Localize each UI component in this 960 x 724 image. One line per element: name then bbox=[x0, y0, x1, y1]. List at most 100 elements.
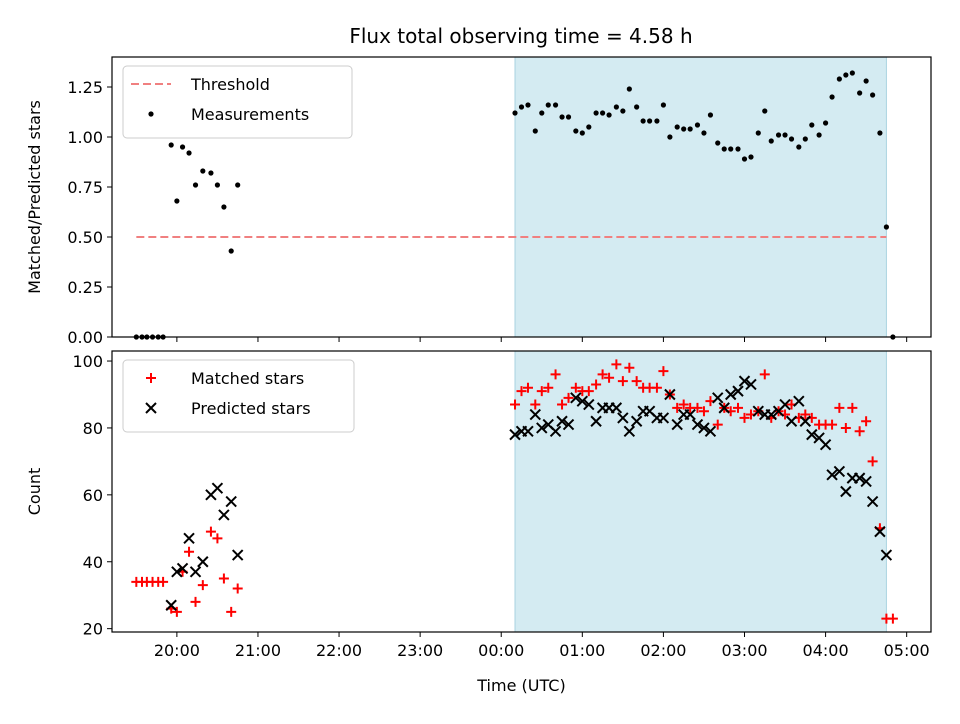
matched-stars-point bbox=[583, 386, 594, 397]
measurement-point bbox=[788, 136, 795, 142]
measurement-point bbox=[559, 114, 565, 120]
predicted-stars-point bbox=[712, 392, 724, 404]
predicted-stars-point bbox=[671, 418, 683, 431]
y-tick-label: 40 bbox=[83, 553, 103, 572]
measurement-point bbox=[552, 102, 559, 108]
predicted-stars-point bbox=[860, 475, 872, 488]
legend-label: Predicted stars bbox=[191, 399, 311, 418]
matched-stars-point bbox=[733, 402, 744, 413]
matched-stars-point bbox=[190, 596, 201, 607]
matched-stars-point bbox=[739, 412, 750, 423]
x-tick-label: 01:00 bbox=[559, 641, 605, 660]
predicted-stars-point bbox=[183, 532, 195, 545]
matched-stars-point bbox=[672, 402, 683, 413]
axes-frame bbox=[111, 56, 932, 338]
matched-stars-point bbox=[651, 382, 662, 393]
predicted-stars-point bbox=[630, 415, 643, 427]
y-tick-label: 100 bbox=[72, 352, 103, 371]
predicted-stars-point bbox=[704, 425, 717, 437]
predicted-stars-point bbox=[698, 422, 710, 434]
predicted-stars-point bbox=[549, 425, 562, 437]
measurement-point bbox=[857, 90, 863, 96]
predicted-stars-point bbox=[799, 415, 812, 427]
matched-stars-point bbox=[604, 372, 615, 383]
matched-stars-point bbox=[800, 409, 811, 420]
matched-stars-point bbox=[536, 386, 547, 397]
measurement-point bbox=[768, 138, 774, 144]
matched-stars-point bbox=[658, 366, 669, 377]
predicted-stars-point bbox=[745, 378, 757, 391]
series-dot bbox=[133, 70, 896, 340]
measurement-point bbox=[687, 126, 693, 132]
predicted-stars-point bbox=[866, 495, 879, 508]
matched-stars-point bbox=[184, 546, 195, 557]
predicted-stars-point bbox=[738, 375, 751, 387]
y-tick-label: 80 bbox=[83, 419, 103, 438]
matched-stars-point bbox=[516, 386, 527, 397]
matched-stars-point bbox=[840, 422, 851, 433]
legend: Threshold Measurements bbox=[122, 65, 353, 139]
legend-box bbox=[122, 65, 353, 139]
measurement-point bbox=[883, 224, 890, 230]
x-tick-label: 02:00 bbox=[640, 641, 686, 660]
series-x bbox=[165, 375, 893, 611]
matched-stars-point bbox=[759, 369, 770, 380]
matched-stars-point bbox=[522, 382, 533, 393]
predicted-stars-point bbox=[785, 415, 798, 427]
predicted-stars-point bbox=[833, 465, 846, 478]
axes-frame bbox=[111, 350, 932, 633]
measurement-point bbox=[606, 112, 612, 118]
x-axis-label: Time (UTC) bbox=[476, 676, 565, 695]
matched-stars-point bbox=[597, 369, 608, 380]
measurement-point bbox=[192, 182, 199, 188]
observing-window-region bbox=[514, 56, 887, 338]
measurement-point bbox=[647, 118, 653, 124]
x-tick-label: 21:00 bbox=[235, 641, 281, 660]
measurement-point bbox=[809, 122, 815, 128]
y-tick-label: 0.25 bbox=[67, 278, 103, 297]
matched-stars-point bbox=[218, 573, 229, 584]
measurement-point bbox=[762, 108, 768, 114]
x-tick-label: 23:00 bbox=[397, 641, 443, 660]
x-tick-label: 20:00 bbox=[154, 641, 200, 660]
predicted-stars-point bbox=[765, 408, 777, 421]
matched-stars-point bbox=[510, 399, 521, 410]
measurement-point bbox=[674, 124, 680, 130]
y-tick-label: 0.75 bbox=[67, 178, 103, 197]
measurement-point bbox=[802, 136, 808, 142]
predicted-stars-point bbox=[576, 395, 589, 407]
measurement-point bbox=[593, 110, 599, 116]
legend-label: Matched stars bbox=[191, 369, 304, 388]
measurement-point bbox=[525, 102, 531, 108]
predicted-stars-point bbox=[211, 482, 224, 494]
matched-stars-point bbox=[543, 382, 554, 393]
matched-stars-point bbox=[887, 613, 898, 624]
predicted-stars-point bbox=[664, 388, 676, 401]
measurement-point bbox=[565, 114, 572, 120]
predicted-stars-point bbox=[610, 402, 623, 414]
measurement-point bbox=[620, 108, 626, 114]
matched-stars-point bbox=[847, 402, 858, 413]
measurement-point bbox=[235, 182, 241, 188]
matched-stars-point bbox=[563, 392, 574, 403]
predicted-stars-point bbox=[752, 405, 764, 417]
predicted-stars-point bbox=[197, 556, 209, 568]
predicted-stars-point bbox=[556, 415, 568, 427]
measurement-point bbox=[694, 122, 701, 128]
legend-box bbox=[122, 359, 355, 433]
measurement-point bbox=[849, 70, 855, 76]
legend: Matched stars Predicted stars bbox=[122, 359, 355, 433]
chart-title: Flux total observing time = 4.58 h bbox=[349, 24, 692, 48]
measurement-point bbox=[836, 76, 842, 82]
measurement-point bbox=[208, 170, 214, 176]
predicted-stars-point bbox=[509, 428, 521, 441]
measurement-point bbox=[775, 132, 782, 138]
measurement-point bbox=[518, 104, 525, 110]
predicted-stars-point bbox=[691, 418, 704, 431]
predicted-stars-point bbox=[853, 472, 866, 484]
measurement-point bbox=[613, 104, 619, 110]
measurement-point bbox=[822, 120, 829, 126]
measurement-point bbox=[573, 128, 579, 134]
y-tick-label: 0.50 bbox=[67, 228, 103, 247]
measurement-point bbox=[545, 102, 551, 108]
